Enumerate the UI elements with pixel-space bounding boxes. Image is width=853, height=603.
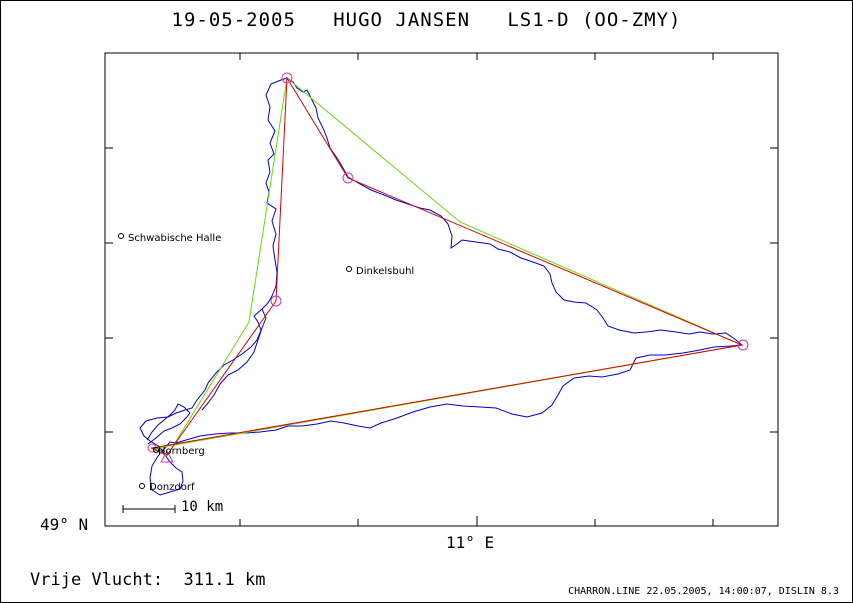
distance-label: Vrije Vlucht: [30,570,164,590]
flight-title: 19-05-2005 HUGO JANSEN LS1-D (OO-ZMY) [171,9,682,31]
distance-value: 311.1 km [183,570,266,590]
axis-ticks [105,53,778,526]
scale-bar [122,505,176,513]
longitude-label: 11° E [446,533,495,552]
town-circle-icon [139,483,145,489]
gps-track-local [146,403,191,445]
town-label-hornberg: Hornberg [158,446,205,457]
turnpoint-circle-icon [737,339,749,351]
scale-bar-label: 10 km [181,499,224,515]
turnpoint-circle-icon [342,172,354,184]
town-circle-icon [346,266,352,272]
free-flight-distance: Vrije Vlucht: 311.1 km [30,570,265,590]
town-label-donzdorf: Donzdorf [149,482,195,493]
start-triangle-icon [160,449,174,463]
town-circle-icon [118,233,124,239]
town-label-dinkelsbuhl: Dinkelsbuhl [356,266,415,277]
declared-route [150,77,744,457]
gps-track [139,77,744,496]
footer-info: CHARRON.LINE 22.05.2005, 14:00:07, DISLI… [568,586,839,597]
town-label-schwabische-halle: Schwabische Halle [128,233,222,244]
turnpoint-circle-icon [281,72,293,84]
gps-track-climb [201,308,267,411]
latitude-label: 49° N [40,515,89,534]
turnpoint-circle-icon [270,295,282,307]
town-circle-icon [153,447,159,453]
optimized-route [150,76,744,456]
map-plot-frame [104,52,779,527]
